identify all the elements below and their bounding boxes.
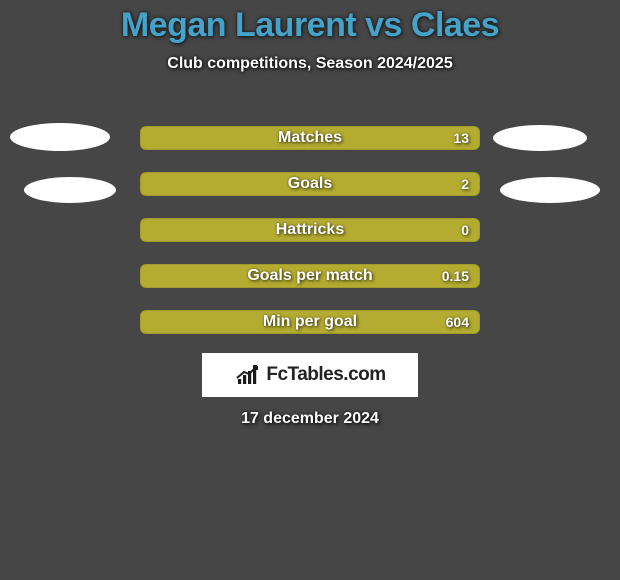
stat-bar-value: 0.15	[442, 268, 469, 284]
stat-bar-label: Goals	[288, 175, 332, 193]
decorative-ellipse-right-1	[500, 177, 600, 203]
stat-bar-label: Goals per match	[247, 267, 372, 285]
stat-bar-value: 604	[446, 314, 469, 330]
stat-bar-label: Min per goal	[263, 313, 357, 331]
page-title: Megan Laurent vs Claes	[0, 0, 620, 45]
date-text: 17 december 2024	[0, 410, 620, 428]
stat-bar: Min per goal 604	[140, 310, 480, 334]
stat-bar: Goals per match 0.15	[140, 264, 480, 288]
brand-text: FcTables.com	[266, 364, 385, 386]
stat-bar-value: 2	[461, 176, 469, 192]
brand-box: FcTables.com	[202, 353, 418, 397]
stat-bar: Matches 13	[140, 126, 480, 150]
infographic-root: Megan Laurent vs Claes Club competitions,…	[0, 0, 620, 580]
stat-bar: Goals 2	[140, 172, 480, 196]
decorative-ellipse-left-0	[10, 123, 110, 151]
bar-chart-icon	[234, 361, 262, 389]
decorative-ellipse-left-1	[24, 177, 116, 203]
stat-bar-label: Matches	[278, 129, 342, 147]
stats-bars: Matches 13 Goals 2 Hattricks 0 Goals per match…	[140, 126, 480, 356]
stat-bar-label: Hattricks	[276, 221, 344, 239]
stat-bar-value: 13	[453, 130, 469, 146]
stat-bar-value: 0	[461, 222, 469, 238]
stat-bar: Hattricks 0	[140, 218, 480, 242]
subtitle: Club competitions, Season 2024/2025	[0, 55, 620, 73]
decorative-ellipse-right-0	[493, 125, 587, 151]
